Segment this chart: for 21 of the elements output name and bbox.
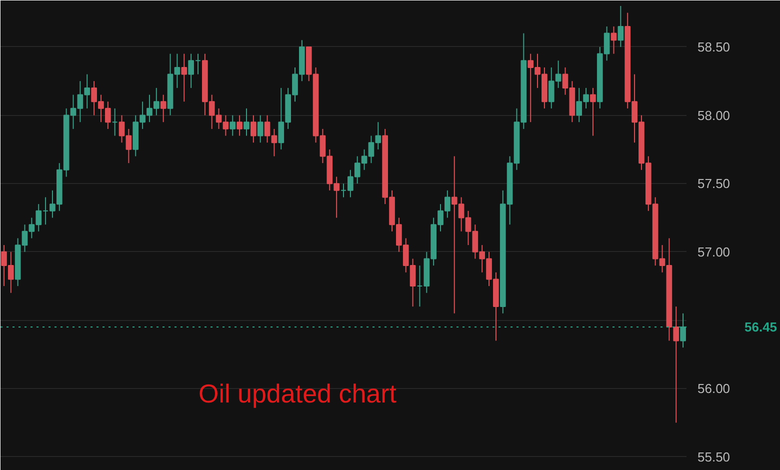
y-tick-label: 56.00 xyxy=(698,381,730,396)
candlestick xyxy=(680,312,686,348)
candlestick xyxy=(112,108,118,136)
candlestick xyxy=(673,306,680,424)
candlestick xyxy=(618,5,624,48)
y-tick-label: 57.00 xyxy=(698,244,730,260)
y-tick-label: 57.50 xyxy=(698,176,730,192)
y-tick-label: 58.00 xyxy=(698,108,730,123)
candlestick xyxy=(590,87,596,136)
y-tick-label: 58.50 xyxy=(698,39,730,54)
candlestick xyxy=(181,53,188,102)
candlestick xyxy=(244,108,250,136)
annotation: Oil updated chart xyxy=(198,378,398,408)
y-tick-label: 55.50 xyxy=(698,449,730,464)
candlestick xyxy=(160,94,166,123)
ref-line-label: 56.45 xyxy=(744,320,778,335)
candlestick xyxy=(230,114,236,136)
candlestick xyxy=(610,26,617,54)
candlestick xyxy=(257,114,264,144)
candlestick xyxy=(236,114,242,136)
candlestick xyxy=(250,114,256,144)
